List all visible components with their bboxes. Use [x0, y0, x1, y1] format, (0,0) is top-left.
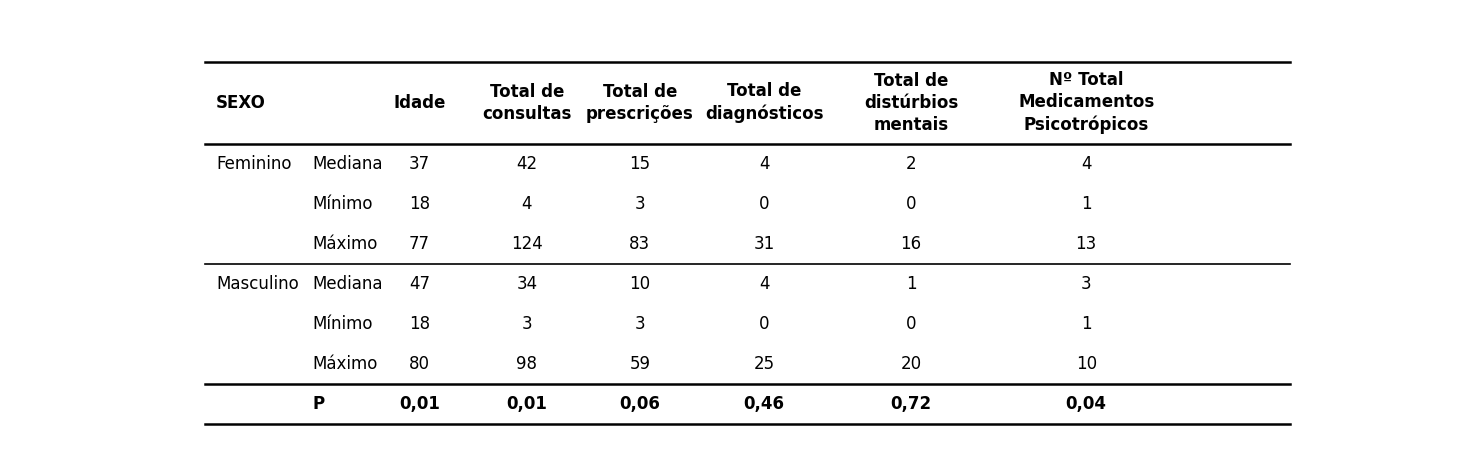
Text: 47: 47: [410, 275, 430, 293]
Text: Mínimo: Mínimo: [312, 195, 373, 213]
Text: Total de
diagnósticos: Total de diagnósticos: [704, 82, 824, 123]
Text: 34: 34: [516, 275, 538, 293]
Text: 0: 0: [905, 195, 916, 213]
Text: 77: 77: [410, 235, 430, 253]
Text: 1: 1: [1080, 195, 1092, 213]
Text: Feminino: Feminino: [216, 155, 292, 173]
Text: 3: 3: [634, 195, 646, 213]
Text: P: P: [312, 395, 324, 413]
Text: 37: 37: [410, 155, 430, 173]
Text: 4: 4: [1080, 155, 1092, 173]
Text: 0,46: 0,46: [744, 395, 784, 413]
Text: 4: 4: [760, 275, 770, 293]
Text: 0: 0: [760, 195, 770, 213]
Text: Mediana: Mediana: [312, 275, 382, 293]
Text: 80: 80: [410, 355, 430, 373]
Text: 10: 10: [1076, 355, 1096, 373]
Text: Idade: Idade: [394, 94, 446, 112]
Text: 20: 20: [901, 355, 921, 373]
Text: 0,04: 0,04: [1066, 395, 1107, 413]
Text: 4: 4: [760, 155, 770, 173]
Text: Total de
consultas: Total de consultas: [483, 83, 572, 123]
Text: Masculino: Masculino: [216, 275, 299, 293]
Text: 3: 3: [1080, 275, 1092, 293]
Text: Nº Total
Medicamentos
Psicotrópicos: Nº Total Medicamentos Psicotrópicos: [1018, 71, 1155, 134]
Text: 25: 25: [754, 355, 774, 373]
Text: 16: 16: [901, 235, 921, 253]
Text: 0,72: 0,72: [891, 395, 932, 413]
Text: 13: 13: [1076, 235, 1096, 253]
Text: 18: 18: [410, 315, 430, 333]
Text: Máximo: Máximo: [312, 235, 378, 253]
Text: 0,01: 0,01: [506, 395, 547, 413]
Text: Total de
prescrições: Total de prescrições: [586, 83, 694, 123]
Text: 1: 1: [1080, 315, 1092, 333]
Text: 0,01: 0,01: [399, 395, 440, 413]
Text: 4: 4: [522, 195, 532, 213]
Text: Mínimo: Mínimo: [312, 315, 373, 333]
Text: 42: 42: [516, 155, 538, 173]
Text: 15: 15: [630, 155, 650, 173]
Text: 3: 3: [522, 315, 532, 333]
Text: 83: 83: [630, 235, 650, 253]
Text: Máximo: Máximo: [312, 355, 378, 373]
Text: 59: 59: [630, 355, 650, 373]
Text: Total de
distúrbios
mentais: Total de distúrbios mentais: [865, 72, 958, 134]
Text: 10: 10: [630, 275, 650, 293]
Text: 0: 0: [760, 315, 770, 333]
Text: Mediana: Mediana: [312, 155, 382, 173]
Text: 124: 124: [510, 235, 542, 253]
Text: 0: 0: [905, 315, 916, 333]
Text: 18: 18: [410, 195, 430, 213]
Text: 0,06: 0,06: [620, 395, 660, 413]
Text: 2: 2: [905, 155, 917, 173]
Text: SEXO: SEXO: [216, 94, 265, 112]
Text: 31: 31: [754, 235, 774, 253]
Text: 1: 1: [905, 275, 917, 293]
Text: 98: 98: [516, 355, 538, 373]
Text: 3: 3: [634, 315, 646, 333]
